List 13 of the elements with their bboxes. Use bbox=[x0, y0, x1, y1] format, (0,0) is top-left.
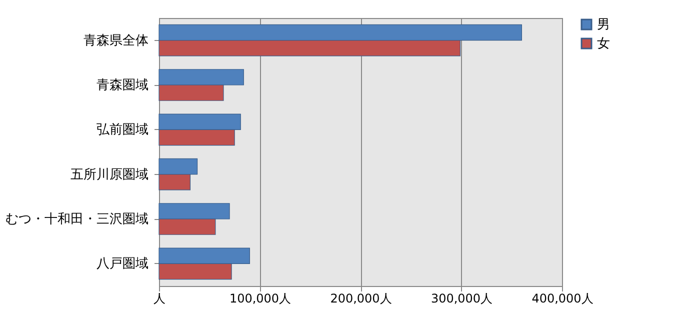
legend-label: 女 bbox=[597, 36, 610, 52]
x-tick-label: 400,000人 bbox=[532, 292, 594, 306]
y-tick-label: 弘前圏域 bbox=[96, 122, 148, 138]
x-tick-label: 人 bbox=[154, 292, 166, 306]
y-tick-label: 八戸圏域 bbox=[96, 256, 148, 272]
y-tick-label: 青森県全体 bbox=[84, 33, 148, 48]
x-tick-label: 100,000人 bbox=[229, 292, 292, 306]
x-tick-label: 300,000人 bbox=[430, 292, 493, 306]
y-tick-label: 青森圏域 bbox=[96, 78, 148, 93]
x-tick-label: 200,000人 bbox=[330, 292, 392, 306]
legend-label: 男 bbox=[597, 18, 610, 32]
y-tick-label: むつ・十和田・三沢圏域 bbox=[6, 212, 148, 227]
y-tick-label: 五所川原圏域 bbox=[70, 167, 148, 182]
